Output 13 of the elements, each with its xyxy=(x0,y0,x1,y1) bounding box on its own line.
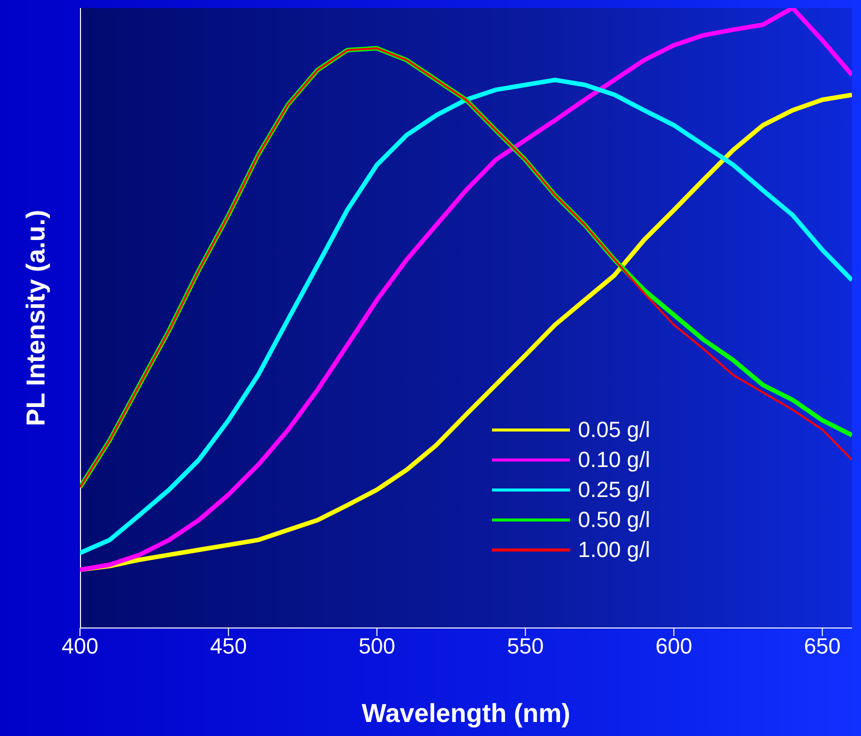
y-axis-title: PL Intensity (a.u.) xyxy=(20,210,52,426)
legend-label: 0.50 g/l xyxy=(578,507,650,533)
x-tick-label: 500 xyxy=(358,634,396,659)
legend-label: 1.00 g/l xyxy=(578,537,650,563)
x-tick-label: 600 xyxy=(655,634,692,659)
x-tick-label: 650 xyxy=(804,634,841,659)
legend-label: 0.25 g/l xyxy=(578,477,650,503)
x-tick-label: 400 xyxy=(62,634,98,659)
legend-label: 0.05 g/l xyxy=(578,417,650,443)
x-tick-label: 450 xyxy=(210,634,247,659)
x-axis-title: Wavelength (nm) xyxy=(362,698,570,728)
legend-label: 0.10 g/l xyxy=(578,447,650,473)
x-tick-label: 550 xyxy=(507,634,544,659)
